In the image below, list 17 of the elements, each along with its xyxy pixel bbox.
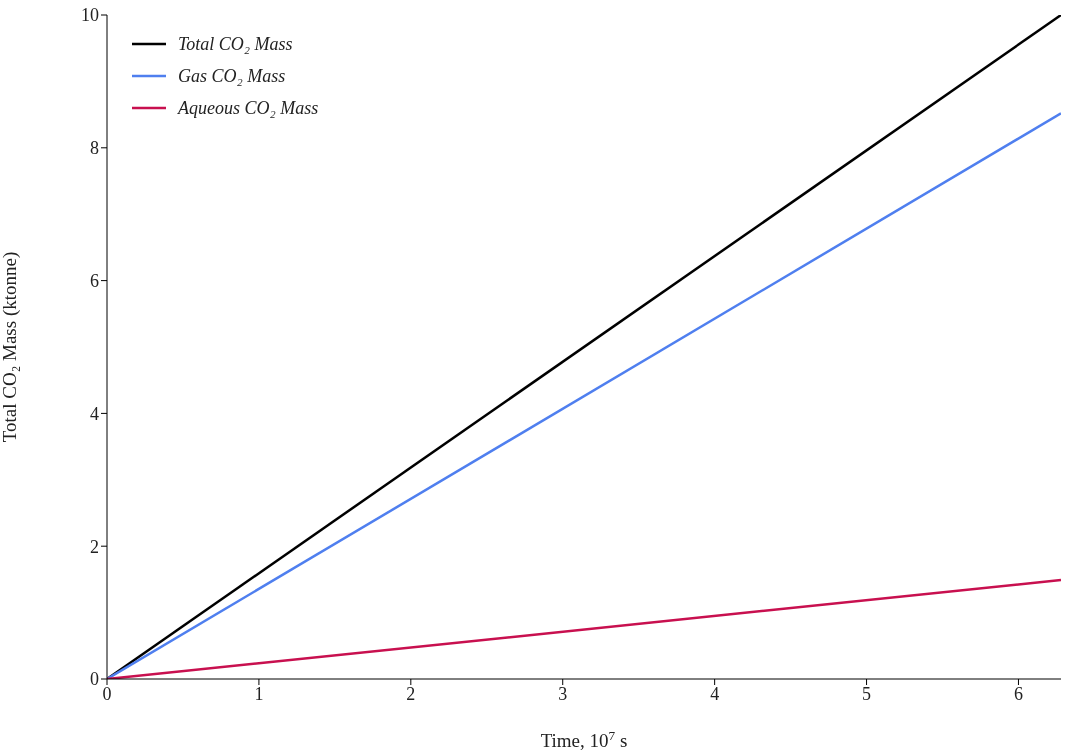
y-axis-title: Total CO₂ Mass (ktonne) [0, 251, 21, 443]
legend-label: Total CO₂ Mass [178, 33, 293, 55]
x-tick-label: 1 [254, 683, 264, 704]
legend-label: Aqueous CO₂ Mass [178, 97, 319, 119]
y-tick-label: 10 [81, 5, 99, 26]
y-tick-label: 2 [90, 536, 99, 557]
y-tick-label: 4 [90, 403, 99, 424]
x-tick-label: 4 [710, 683, 720, 704]
x-tick-label: 2 [406, 683, 416, 704]
legend-label: Gas CO₂ Mass [178, 65, 286, 87]
y-tick-label: 0 [90, 669, 99, 690]
x-tick-label: 5 [862, 683, 872, 704]
y-tick-label: 6 [90, 270, 99, 291]
x-tick-label: 3 [558, 683, 568, 704]
x-tick-label: 6 [1013, 683, 1023, 704]
x-axis-title: Time, 10$^{7}$ s [540, 727, 628, 751]
y-tick-label: 8 [90, 138, 99, 159]
